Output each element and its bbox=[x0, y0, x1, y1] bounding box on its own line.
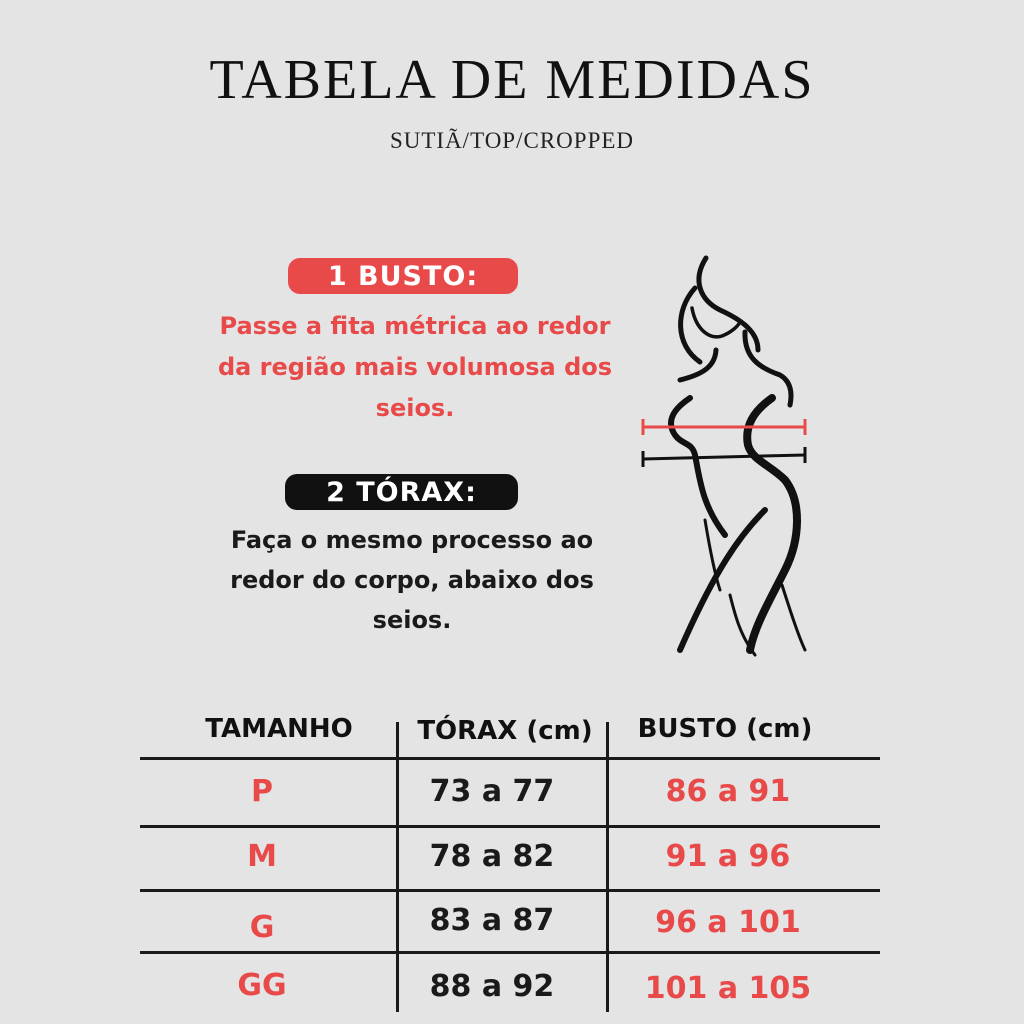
busto-cell: 91 a 96 bbox=[665, 839, 791, 874]
busto-cell: 96 a 101 bbox=[655, 905, 801, 940]
torax-badge: 2 TÓRAX: bbox=[285, 474, 518, 510]
page-subtitle: SUTIÃ/TOP/CROPPED bbox=[389, 128, 635, 153]
torax-instructions: Faça o mesmo processo ao redor do corpo,… bbox=[182, 520, 642, 640]
size-cell: M bbox=[247, 839, 277, 874]
torax-cell: 73 a 77 bbox=[429, 774, 555, 809]
busto-line: Passe a fita métrica ao redor bbox=[219, 312, 611, 340]
torax-cell: 88 a 92 bbox=[429, 969, 555, 1004]
busto-line: seios. bbox=[375, 394, 455, 422]
row-divider bbox=[140, 825, 880, 828]
female-body-silhouette-icon bbox=[641, 255, 807, 657]
torax-cell: 83 a 87 bbox=[429, 903, 555, 938]
row-divider bbox=[140, 889, 880, 892]
busto-line: da região mais volumosa dos bbox=[217, 353, 613, 381]
busto-instructions: Passe a fita métrica ao redor da região … bbox=[185, 306, 645, 429]
chest-measure-line bbox=[641, 447, 807, 467]
bust-measure-line bbox=[641, 419, 807, 435]
torax-cell: 78 a 82 bbox=[429, 839, 555, 874]
busto-cell: 101 a 105 bbox=[644, 971, 812, 1006]
size-cell: GG bbox=[237, 968, 287, 1003]
size-cell: P bbox=[251, 774, 273, 809]
header-busto: BUSTO (cm) bbox=[637, 714, 813, 744]
page-title: TABELA DE MEDIDAS bbox=[209, 49, 815, 111]
torax-line: redor do corpo, abaixo dos bbox=[230, 566, 594, 594]
busto-badge: 1 BUSTO: bbox=[288, 258, 518, 294]
size-cell: G bbox=[249, 910, 275, 945]
column-divider bbox=[606, 722, 609, 1012]
torax-line: seios. bbox=[372, 606, 452, 634]
row-divider bbox=[140, 757, 880, 760]
column-divider bbox=[396, 722, 399, 1012]
header-tamanho: TAMANHO bbox=[205, 714, 353, 744]
busto-cell: 86 a 91 bbox=[665, 774, 791, 809]
torax-line: Faça o mesmo processo ao bbox=[230, 526, 594, 554]
row-divider bbox=[140, 951, 880, 954]
header-torax: TÓRAX (cm) bbox=[417, 716, 593, 746]
